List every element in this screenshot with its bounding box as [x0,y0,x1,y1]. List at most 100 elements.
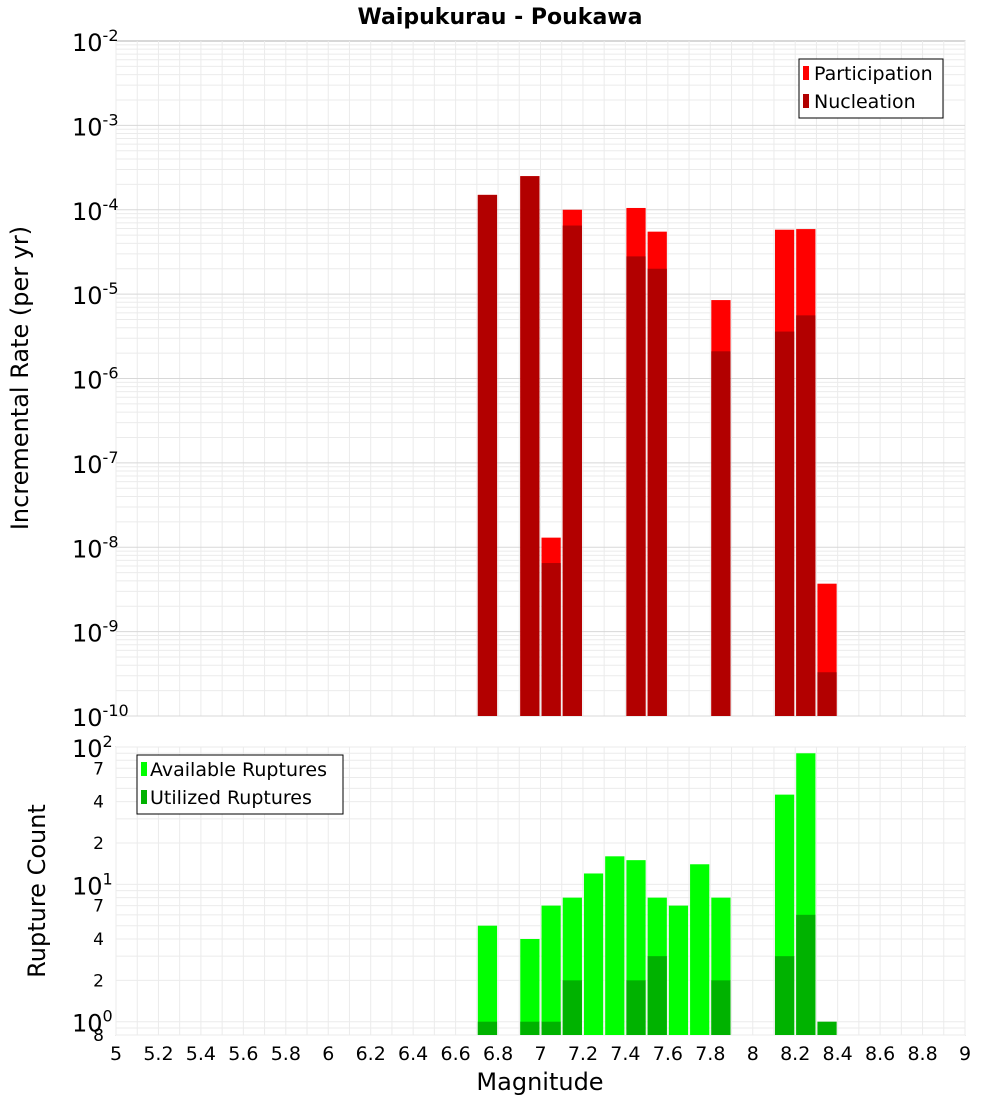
x-axis-label: Magnitude [476,1068,603,1096]
rate-y-tick-exponent: -9 [103,617,119,636]
utilized-bar [477,1021,498,1035]
x-tick-label: 8.4 [823,1043,853,1065]
x-tick-label: 5.8 [271,1043,301,1065]
x-tick-label: 5.6 [228,1043,258,1065]
x-tick-label: 6 [322,1043,334,1065]
rate-y-tick-exponent: -6 [103,364,119,383]
count-y-minor-label: 2 [93,834,104,854]
available-bar [668,905,689,1035]
nucleation-bar [711,351,731,716]
rate-y-tick-exponent: -5 [103,279,119,298]
x-tick-label: 7.6 [653,1043,683,1065]
count-y-minor-label: 2 [93,971,104,991]
nucleation-bar [520,176,540,716]
rate-y-tick-exponent: -10 [103,701,129,720]
nucleation-bar [562,225,582,716]
count-y-minor-label: 7 [93,897,104,917]
magnitude-x-ticks: 5 5.2 5.4 5.6 5.8 6 6.2 6.4 6.6 6.8 7 7.2 7.4 7.6 7.8 8… [110,1043,971,1065]
rate-y-tick-exponent: -3 [103,110,119,129]
x-tick-label: 7.2 [568,1043,598,1065]
available-legend-label: Available Ruptures [150,759,327,781]
count-legend-box [136,754,344,815]
rate-legend: Participation Nucleation [798,58,944,119]
utilized-bar [647,956,667,1035]
available-bar [690,864,710,1035]
participation-legend-label: Participation [814,63,933,85]
count-y-major-exponent: 2 [103,732,113,751]
count-y-minor-label: 4 [93,930,104,950]
nucleation-bar [647,268,667,716]
nucleation-legend-swatch [803,94,809,108]
rate-y-tick-label: 10-7 [72,448,119,479]
chart-title: Waipukurau - Poukawa [358,5,643,30]
rate-chart: 10-2 10-3 10-4 10-5 10-6 10-7 10-8 10-9 10-10 In… [6,26,966,732]
utilized-bar [520,1021,540,1035]
available-legend-swatch [141,762,147,776]
rate-y-tick-label: 10-10 [72,701,129,732]
x-tick-label: 8.6 [865,1043,895,1065]
utilized-bar [626,980,646,1035]
rate-y-tick-label: 10-5 [72,279,119,310]
x-tick-label: 5.2 [143,1043,173,1065]
utilized-bar [817,1021,837,1035]
rate-y-axis-label: Incremental Rate (per yr) [6,226,34,530]
rate-y-tick-label: 10-8 [72,532,119,563]
count-y-axis-label: Rupture Count [23,804,51,978]
rate-y-tick-exponent: -4 [103,195,119,214]
utilized-bar [711,980,731,1035]
available-bar [541,905,561,1035]
available-bar [520,939,540,1035]
x-tick-label: 7.4 [610,1043,640,1065]
x-tick-label: 6.6 [440,1043,470,1065]
x-tick-label: 8.8 [907,1043,937,1065]
utilized-bar [774,956,795,1035]
count-y-minor-label: 8 [93,1026,104,1046]
nucleation-bar [541,563,561,716]
available-bar [477,925,498,1035]
rate-y-tick-label: 10-3 [72,110,119,141]
available-bar [605,856,625,1035]
count-y-major-exponent: 1 [103,869,113,888]
x-tick-label: 8.2 [780,1043,810,1065]
rate-y-tick-label: 10-4 [72,195,119,226]
count-y-major-exponent: 0 [103,1007,113,1026]
count-legend: Available Ruptures Utilized Ruptures [136,754,344,815]
participation-legend-swatch [803,66,809,80]
count-y-minor-label: 4 [93,793,104,813]
rate-gridlines [115,41,966,717]
nucleation-bar [477,194,498,716]
count-bars [477,753,837,1035]
available-bar [583,873,604,1035]
rate-y-tick-exponent: -2 [103,26,119,45]
count-gridlines [115,746,966,1036]
rate-legend-box [798,58,944,119]
rate-y-tick-exponent: -8 [103,532,119,551]
nucleation-bar [626,256,646,716]
utilized-legend-label: Utilized Ruptures [150,787,312,809]
count-y-minor-label: 7 [93,759,104,779]
rate-y-tick-label: 10-9 [72,617,119,648]
x-tick-label: 6.8 [483,1043,513,1065]
nucleation-legend-label: Nucleation [814,91,916,113]
nucleation-bar [774,331,795,716]
x-tick-label: 7.8 [695,1043,725,1065]
x-tick-label: 5 [110,1043,122,1065]
nucleation-bar [817,672,837,716]
x-tick-label: 5.4 [186,1043,216,1065]
rate-y-tick-exponent: -7 [103,448,119,467]
x-tick-label: 6.2 [356,1043,386,1065]
rate-y-tick-label: 10-6 [72,364,119,395]
rate-y-ticks: 10-2 10-3 10-4 10-5 10-6 10-7 10-8 10-9 10-10 [72,26,129,732]
x-tick-label: 8 [747,1043,759,1065]
x-tick-label: 6.4 [398,1043,428,1065]
utilized-bar [541,1021,561,1035]
nucleation-bar [796,315,816,716]
rate-y-tick-label: 10-2 [72,26,119,57]
x-tick-label: 9 [959,1043,971,1065]
utilized-bar [796,914,816,1035]
utilized-bar [562,980,582,1035]
x-tick-label: 7 [534,1043,546,1065]
